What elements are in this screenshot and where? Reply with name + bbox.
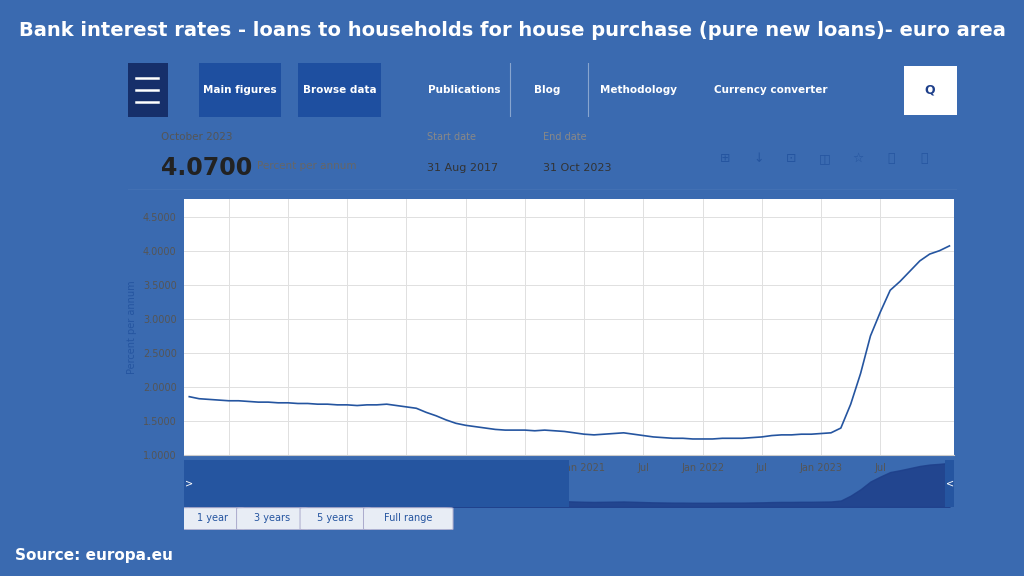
Text: ⊡: ⊡	[786, 152, 797, 165]
Text: Percent per annum: Percent per annum	[257, 161, 356, 170]
Text: Main figures: Main figures	[203, 85, 276, 96]
Text: 4.0700: 4.0700	[161, 156, 253, 180]
Text: <: <	[946, 479, 953, 488]
Bar	[298, 63, 381, 118]
FancyBboxPatch shape	[180, 507, 244, 530]
Text: Full range: Full range	[384, 513, 432, 523]
Text: Blog: Blog	[534, 85, 560, 96]
Text: Bank interest rates - loans to households for house purchase (pure new loans)- e: Bank interest rates - loans to household…	[18, 21, 1006, 40]
Bar	[184, 460, 569, 507]
Text: Start date: Start date	[427, 132, 475, 142]
Bar	[128, 63, 168, 118]
Text: ◫: ◫	[819, 152, 830, 165]
Text: End date: End date	[543, 132, 587, 142]
Bar	[945, 460, 954, 507]
Text: Browse data: Browse data	[303, 85, 376, 96]
Text: 🔔: 🔔	[888, 152, 895, 165]
Text: 3 years: 3 years	[254, 513, 290, 523]
Text: ☆: ☆	[852, 152, 863, 165]
Text: Publications: Publications	[428, 85, 500, 96]
Bar	[903, 66, 957, 115]
Text: ⊞: ⊞	[720, 152, 730, 165]
Text: 31 Aug 2017: 31 Aug 2017	[427, 164, 498, 173]
Text: 5 years: 5 years	[317, 513, 353, 523]
Text: ⓘ: ⓘ	[921, 152, 928, 165]
Text: October 2023: October 2023	[161, 132, 232, 142]
FancyBboxPatch shape	[237, 507, 307, 530]
Text: 31 Oct 2023: 31 Oct 2023	[543, 164, 611, 173]
Text: ↓: ↓	[753, 152, 764, 165]
FancyBboxPatch shape	[364, 507, 453, 530]
Bar	[199, 63, 282, 118]
Text: Source: europa.eu: Source: europa.eu	[15, 548, 173, 563]
Text: >: >	[185, 479, 193, 488]
Text: 1 year: 1 year	[197, 513, 227, 523]
Bar	[184, 460, 194, 507]
Y-axis label: Percent per annum: Percent per annum	[127, 281, 137, 374]
FancyBboxPatch shape	[300, 507, 371, 530]
Text: Methodology: Methodology	[600, 85, 677, 96]
Text: Currency converter: Currency converter	[714, 85, 827, 96]
Text: Q: Q	[925, 84, 935, 97]
